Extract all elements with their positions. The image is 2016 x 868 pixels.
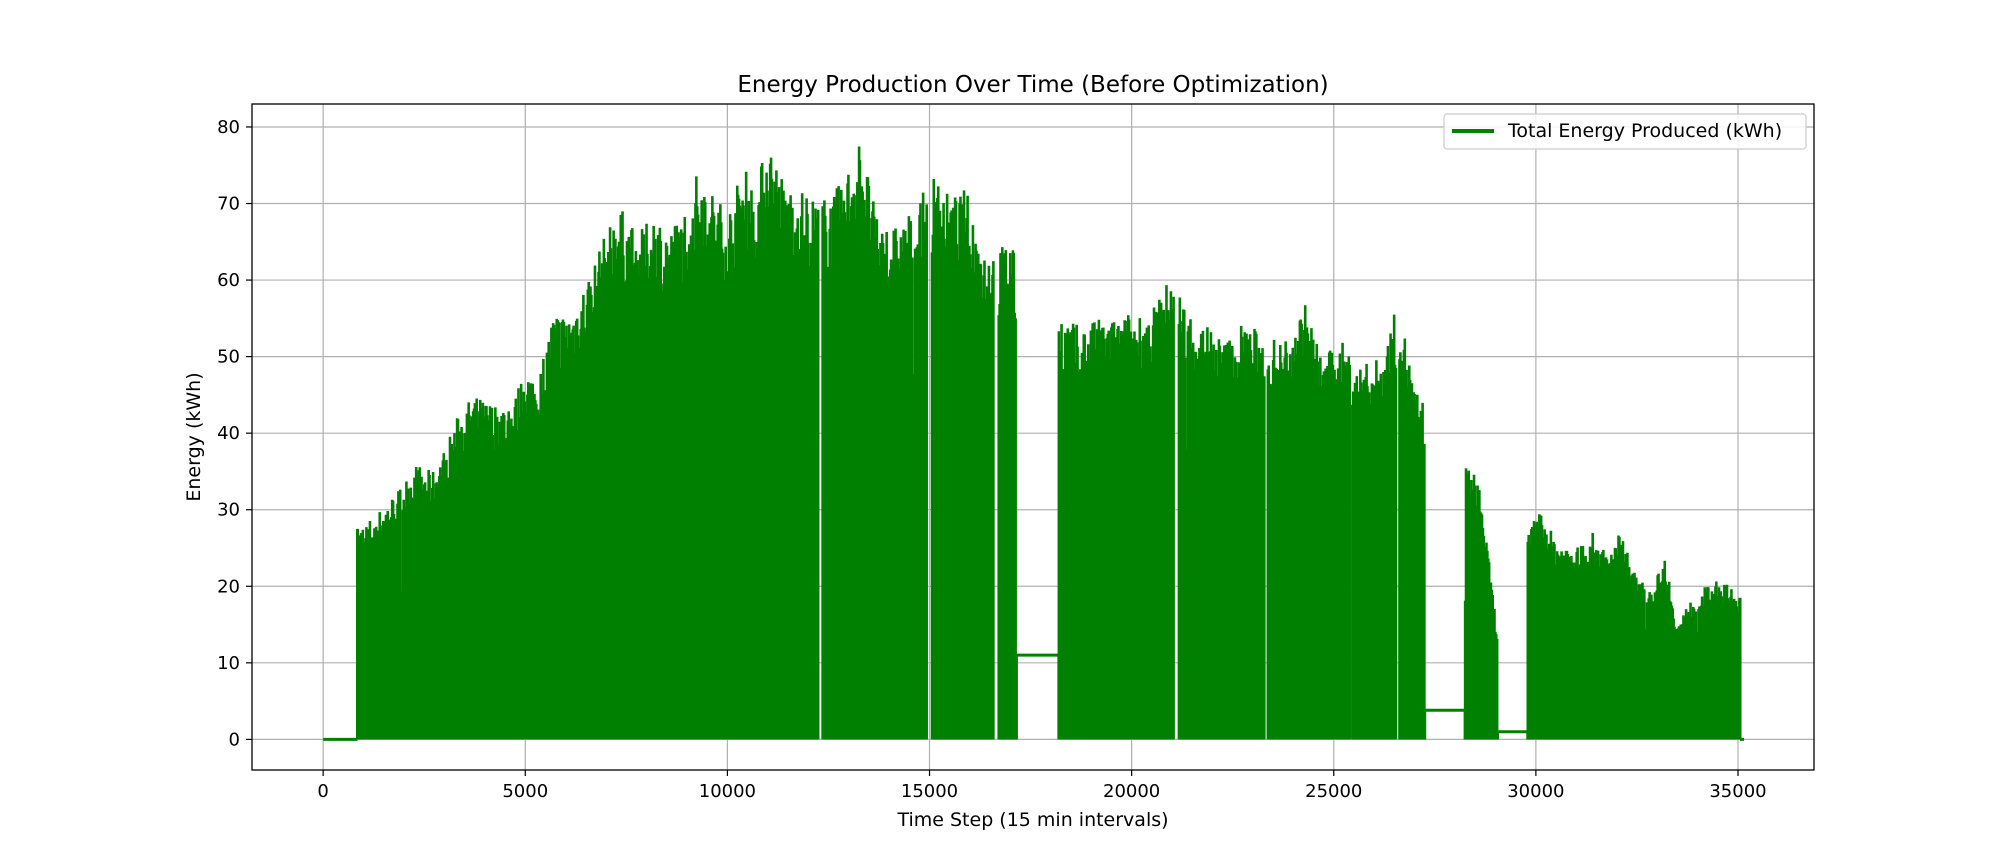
chart-title: Energy Production Over Time (Before Opti…: [737, 72, 1328, 98]
x-tick-label: 30000: [1507, 781, 1564, 802]
x-axis-label: Time Step (15 min intervals): [896, 809, 1168, 831]
legend: Total Energy Produced (kWh): [1443, 113, 1807, 150]
x-tick-label: 15000: [901, 781, 958, 802]
y-tick-label: 10: [217, 653, 240, 674]
x-tick-label: 20000: [1103, 781, 1160, 802]
y-tick-label: 50: [217, 347, 240, 368]
legend-box: [1443, 113, 1807, 150]
series-total-energy: [323, 146, 1745, 741]
x-tick-label: 25000: [1305, 781, 1362, 802]
y-tick-label: 0: [229, 729, 240, 750]
ticks: 0 5000 10000 15000 20000 25000 30000 35000 0 10 20…: [217, 117, 1767, 802]
y-axis-label: Energy (kWh): [183, 372, 205, 501]
plot-frame: [251, 103, 1815, 771]
y-tick-label: 70: [217, 194, 240, 215]
x-tick-label: 10000: [699, 781, 756, 802]
y-tick-label: 40: [217, 423, 240, 444]
y-tick-label: 30: [217, 500, 240, 521]
y-tick-label: 60: [217, 270, 240, 291]
y-tick-label: 20: [217, 576, 240, 597]
x-tick-label: 5000: [502, 781, 548, 802]
x-tick-label: 35000: [1709, 781, 1766, 802]
x-tick-label: 0: [317, 781, 328, 802]
legend-label: Total Energy Produced (kWh): [1507, 120, 1782, 142]
y-tick-label: 80: [217, 117, 240, 138]
